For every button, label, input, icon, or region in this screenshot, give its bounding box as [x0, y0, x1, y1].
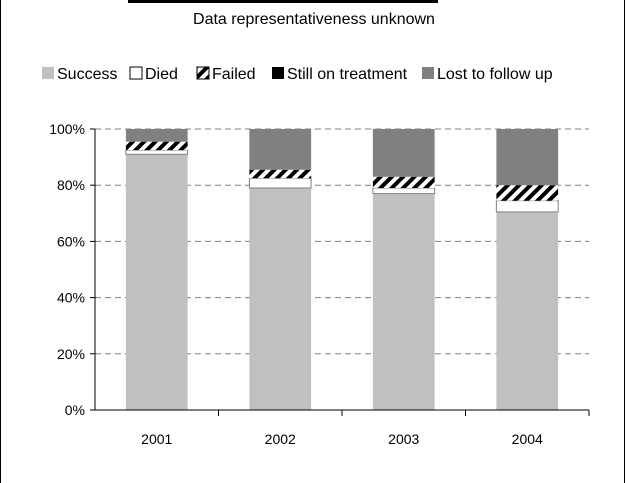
bar-segment-lost-to-follow-up: [496, 129, 559, 186]
bar-segment-success: [249, 188, 312, 410]
x-tick-label: 2001: [141, 431, 172, 447]
bar-segment-failed: [125, 141, 188, 151]
y-tick-label: 80%: [57, 177, 85, 193]
bar-segment-failed: [496, 185, 559, 201]
y-tick-label: 100%: [49, 121, 85, 137]
y-tick-label: 0%: [65, 402, 85, 418]
legend-swatch-lost-to-follow-up: [422, 67, 434, 79]
bar-segment-success: [496, 211, 559, 410]
bar-segment-died: [248, 177, 312, 189]
clipped-heading-fragment: [128, 0, 438, 3]
legend-swatch-died: [129, 66, 143, 80]
legend-label-died: Died: [145, 66, 178, 83]
x-tick-label: 2002: [265, 431, 296, 447]
bar-segment-died: [125, 149, 189, 155]
y-tick-label: 60%: [57, 233, 85, 249]
bars: [125, 129, 559, 410]
bar-segment-success: [125, 154, 188, 410]
bar-segment-failed: [372, 176, 435, 189]
bar-segment-success: [372, 193, 435, 410]
bar-segment-lost-to-follow-up: [249, 129, 312, 170]
legend-swatch-success: [42, 67, 54, 79]
x-tick-label: 2004: [512, 431, 543, 447]
legend-swatch-failed: [196, 66, 210, 80]
legend-label-success: Success: [57, 66, 117, 83]
x-tick-label: 2003: [388, 431, 419, 447]
chart-title: Data representativeness unknown: [193, 11, 435, 28]
y-tick-label: 20%: [57, 346, 85, 362]
bar-segment-lost-to-follow-up: [372, 129, 435, 177]
legend-label-lost-to-follow-up: Lost to follow up: [437, 66, 553, 83]
y-axis-ticks: 0% 20% 40% 60% 80% 100%: [49, 121, 95, 418]
bar-segment-lost-to-follow-up: [125, 129, 188, 142]
legend-label-failed: Failed: [212, 66, 256, 83]
legend-label-still-on-treatment: Still on treatment: [287, 66, 408, 83]
y-tick-label: 40%: [57, 290, 85, 306]
bar-segment-died: [372, 187, 436, 195]
bar-segment-failed: [249, 169, 312, 179]
bar-segment-died: [495, 200, 559, 213]
legend-swatch-still-on-treatment: [272, 67, 284, 79]
x-axis-ticks: 2001 2002 2003 2004: [141, 410, 590, 447]
legend: Success Died Failed Still on treatment Lost …: [42, 66, 553, 83]
